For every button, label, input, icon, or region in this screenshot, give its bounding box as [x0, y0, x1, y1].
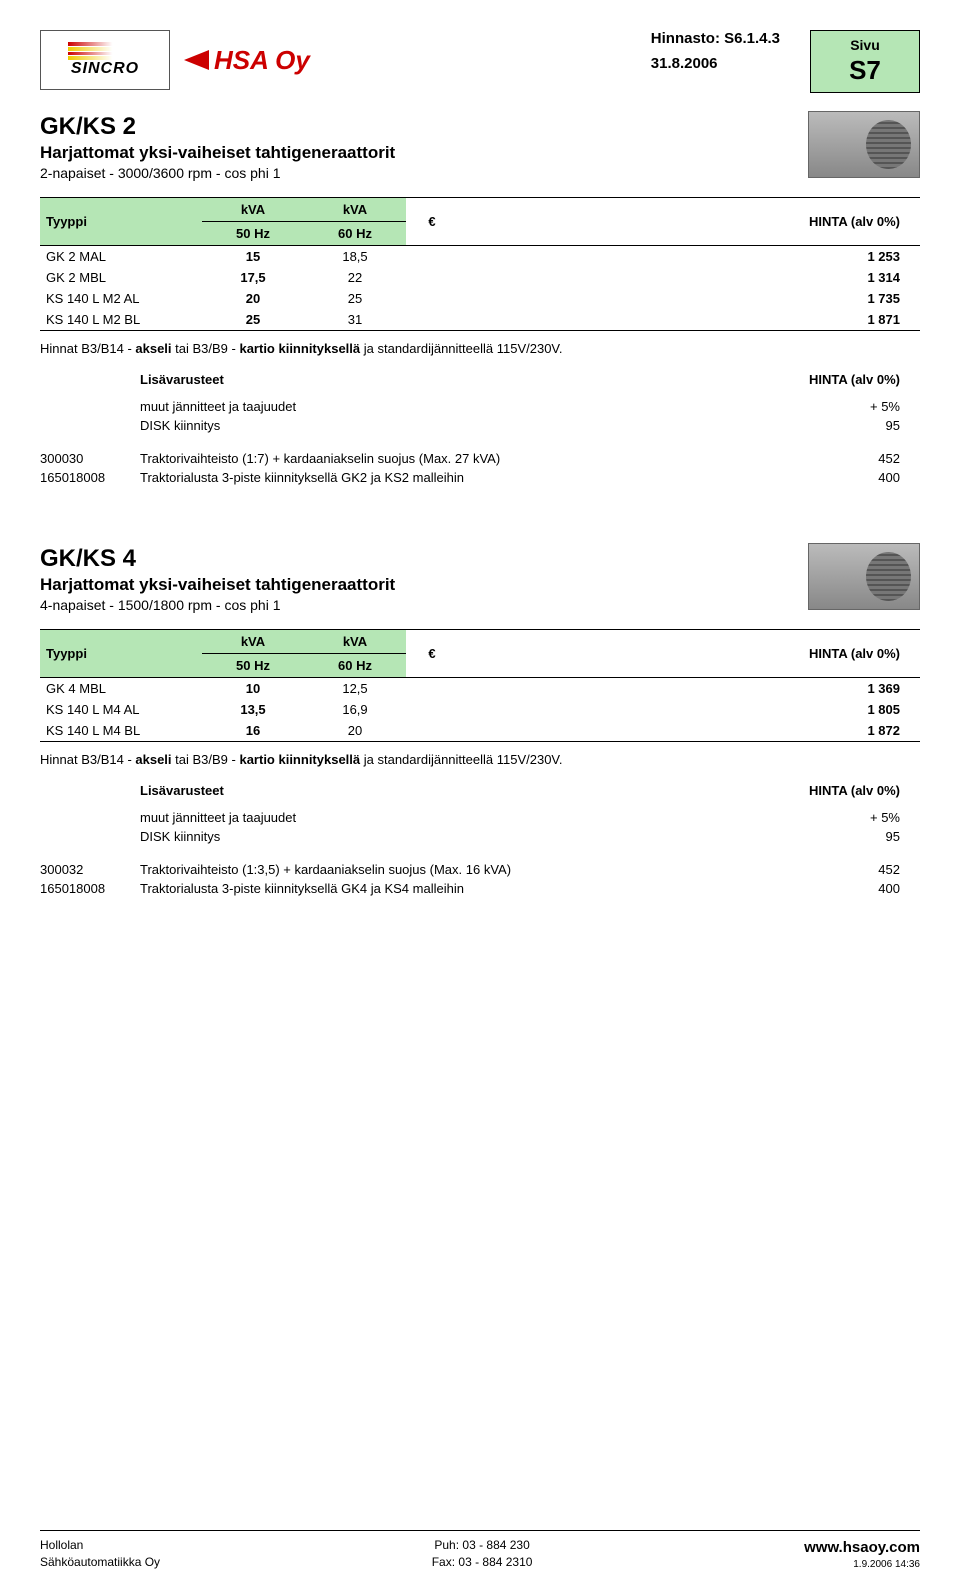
accessory-line: muut jännitteet ja taajuudet+ 5%: [40, 808, 920, 827]
th-60hz: 60 Hz: [304, 222, 406, 246]
sivu-label: Sivu: [815, 37, 915, 53]
table-row: GK 2 MBL17,5221 314: [40, 267, 920, 288]
th-tyyppi2: Tyyppi: [40, 630, 202, 678]
hsa-text: HSA Oy: [214, 45, 310, 76]
th-60hz2: 60 Hz: [304, 654, 406, 678]
accessory-line: 165018008Traktorialusta 3-piste kiinnity…: [40, 468, 920, 487]
acc-header-l2: Lisävarusteet: [140, 783, 224, 798]
th-euro2: €: [406, 630, 458, 678]
accessory-line: DISK kiinnitys95: [40, 416, 920, 435]
section2-subtitle1: Harjattomat yksi-vaiheiset tahtigeneraat…: [40, 575, 395, 595]
th-hinta2: HINTA (alv 0%): [458, 630, 920, 678]
section1-subtitle1: Harjattomat yksi-vaiheiset tahtigeneraat…: [40, 143, 395, 163]
hsa-logo: HSA Oy: [184, 45, 310, 76]
table-row: KS 140 L M4 BL16201 872: [40, 720, 920, 742]
th-kva2: kVA: [304, 198, 406, 222]
th-kva1: kVA: [202, 198, 304, 222]
section-gkks4: GK/KS 4 Harjattomat yksi-vaiheiset tahti…: [40, 537, 920, 898]
hinnasto-block: Hinnasto: S6.1.4.3 31.8.2006: [651, 30, 780, 72]
price-table-1: Tyyppi kVA kVA € HINTA (alv 0%) 50 Hz 60…: [40, 197, 920, 331]
th-kva2b: kVA: [304, 630, 406, 654]
price-table-2: Tyyppi kVA kVA € HINTA (alv 0%) 50 Hz 60…: [40, 629, 920, 742]
acc-lines-2: muut jännitteet ja taajuudet+ 5%DISK kii…: [40, 808, 920, 898]
section1-subtitle2: 2-napaiset - 3000/3600 rpm - cos phi 1: [40, 165, 395, 181]
page-number-box: Sivu S7: [810, 30, 920, 93]
footer-left: Hollolan Sähköautomatiikka Oy: [40, 1537, 160, 1572]
section-gkks2: GK/KS 2 Harjattomat yksi-vaiheiset tahti…: [40, 105, 920, 487]
th-hinta: HINTA (alv 0%): [458, 198, 920, 246]
accessory-line: muut jännitteet ja taajuudet+ 5%: [40, 397, 920, 416]
arrow-icon: [184, 50, 209, 70]
footer-center: Puh: 03 - 884 230 Fax: 03 - 884 2310: [432, 1537, 533, 1572]
table-row: KS 140 L M4 AL13,516,91 805: [40, 699, 920, 720]
product-image-2: [808, 543, 920, 610]
hinnasto-date: 31.8.2006: [651, 55, 780, 72]
table-row: GK 2 MAL1518,51 253: [40, 246, 920, 268]
th-50hz: 50 Hz: [202, 222, 304, 246]
page-footer: Hollolan Sähköautomatiikka Oy Puh: 03 - …: [40, 1530, 920, 1572]
section2-subtitle2: 4-napaiset - 1500/1800 rpm - cos phi 1: [40, 597, 395, 613]
table-row: KS 140 L M2 AL20251 735: [40, 288, 920, 309]
sincro-logo: SINCRO: [40, 30, 170, 90]
footer-right: www.hsaoy.com 1.9.2006 14:36: [804, 1537, 920, 1572]
th-kva1b: kVA: [202, 630, 304, 654]
table-row: GK 4 MBL1012,51 369: [40, 678, 920, 700]
section1-title: GK/KS 2: [40, 113, 395, 141]
logo-group: SINCRO HSA Oy: [40, 30, 310, 90]
th-tyyppi: Tyyppi: [40, 198, 202, 246]
th-euro: €: [406, 198, 458, 246]
section2-note: Hinnat B3/B14 - akseli tai B3/B9 - karti…: [40, 752, 920, 767]
section2-title: GK/KS 4: [40, 545, 395, 573]
section1-note: Hinnat B3/B14 - akseli tai B3/B9 - karti…: [40, 341, 920, 356]
acc-header-r2: HINTA (alv 0%): [809, 783, 900, 798]
product-image-1: [808, 111, 920, 178]
accessory-line: 300032Traktorivaihteisto (1:3,5) + karda…: [40, 860, 920, 879]
accessory-line: DISK kiinnitys95: [40, 827, 920, 846]
hinnasto-label: Hinnasto: S6.1.4.3: [651, 30, 780, 47]
page-header: SINCRO HSA Oy Hinnasto: S6.1.4.3 31.8.20…: [40, 30, 920, 93]
th-50hz2: 50 Hz: [202, 654, 304, 678]
acc-header-r: HINTA (alv 0%): [809, 372, 900, 387]
accessory-line: 165018008Traktorialusta 3-piste kiinnity…: [40, 879, 920, 898]
acc-lines-1: muut jännitteet ja taajuudet+ 5%DISK kii…: [40, 397, 920, 487]
table-row: KS 140 L M2 BL25311 871: [40, 309, 920, 331]
accessory-line: 300030Traktorivaihteisto (1:7) + kardaan…: [40, 449, 920, 468]
acc-header-l: Lisävarusteet: [140, 372, 224, 387]
acc-header-row-1: Lisävarusteet HINTA (alv 0%): [40, 372, 920, 387]
sincro-text: SINCRO: [71, 60, 139, 78]
page-code: S7: [815, 55, 915, 86]
acc-header-row-2: Lisävarusteet HINTA (alv 0%): [40, 783, 920, 798]
